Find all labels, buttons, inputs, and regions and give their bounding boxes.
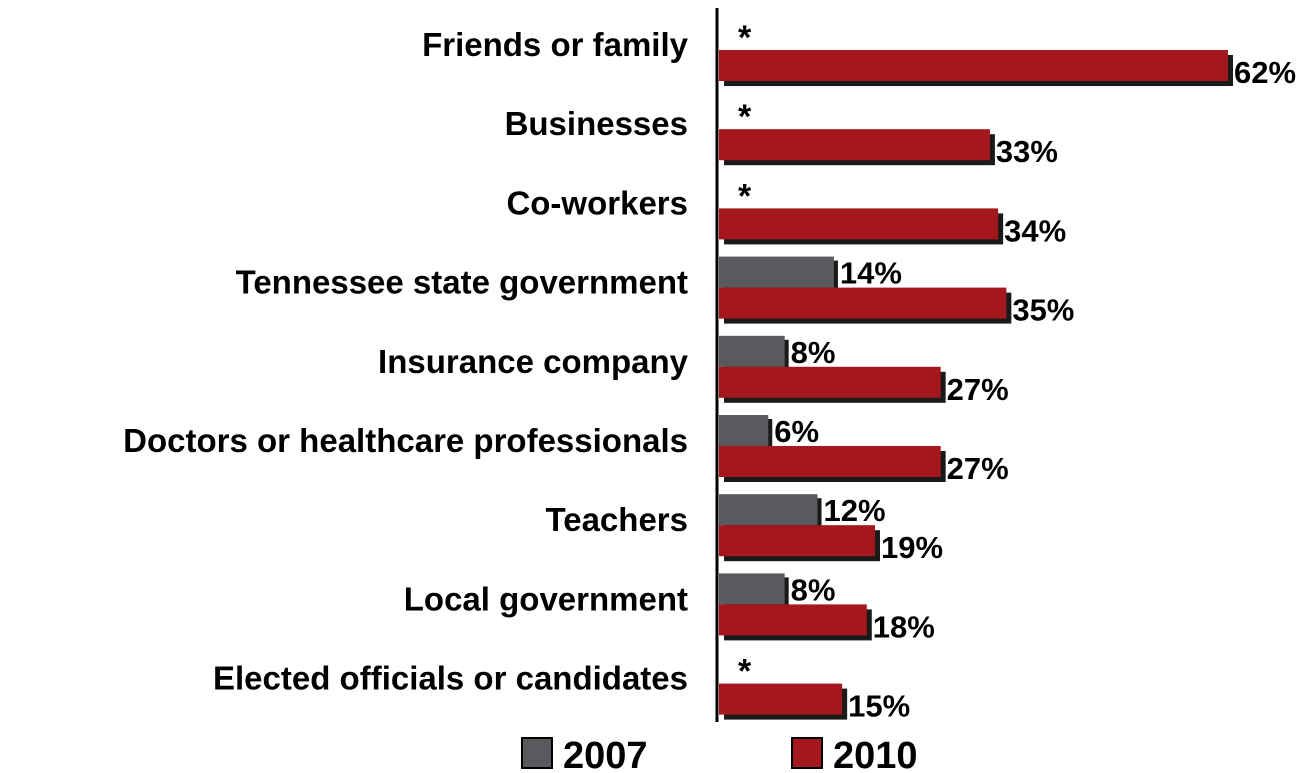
bar-2007 <box>719 256 834 288</box>
category-label: Elected officials or candidates <box>213 660 688 697</box>
bar-2010 <box>719 129 990 161</box>
bar-2007 <box>719 335 785 367</box>
bar-2010 <box>719 287 1007 319</box>
value-label-2007: 12% <box>824 493 886 528</box>
asterisk-marker: * <box>738 19 752 57</box>
bar-2010 <box>719 50 1228 81</box>
bar-2010 <box>719 366 941 398</box>
value-label-2010: 19% <box>881 530 943 565</box>
value-label-2010: 27% <box>947 451 1009 486</box>
bar-2010 <box>719 525 875 557</box>
category-label: Insurance company <box>378 343 689 380</box>
bar-2010 <box>719 604 867 636</box>
value-label-2010: 18% <box>873 609 935 644</box>
value-label-2010: 33% <box>996 134 1058 169</box>
legend-label-2007: 2007 <box>563 735 648 773</box>
category-label: Teachers <box>546 501 688 538</box>
value-label-2010: 62% <box>1234 55 1296 90</box>
value-label-2010: 15% <box>848 689 910 724</box>
value-label-2010: 27% <box>947 372 1009 407</box>
bar-2010 <box>719 683 843 715</box>
value-label-2007: 14% <box>840 256 902 291</box>
bar-2007 <box>719 415 769 446</box>
bar-2007 <box>719 494 818 526</box>
bar-2007 <box>719 573 785 605</box>
category-label: Co-workers <box>506 184 688 221</box>
value-label-2010: 35% <box>1012 293 1074 328</box>
bar-2010 <box>719 446 941 477</box>
asterisk-marker: * <box>738 98 752 136</box>
asterisk-marker: * <box>738 177 752 215</box>
category-label: Businesses <box>505 105 688 142</box>
category-label: Doctors or healthcare professionals <box>123 422 688 459</box>
category-label: Tennessee state government <box>236 264 688 301</box>
asterisk-marker: * <box>738 653 752 691</box>
value-label-2010: 34% <box>1004 213 1066 248</box>
legend-label-2010: 2010 <box>833 735 918 773</box>
legend-swatch-2007 <box>521 737 553 769</box>
legend-swatch-2010 <box>791 737 823 769</box>
value-label-2007: 6% <box>774 414 819 449</box>
value-label-2007: 8% <box>791 335 836 370</box>
category-label: Friends or family <box>422 26 689 63</box>
value-label-2007: 8% <box>791 572 836 607</box>
bar-2010 <box>719 208 999 240</box>
category-label: Local government <box>404 580 688 617</box>
